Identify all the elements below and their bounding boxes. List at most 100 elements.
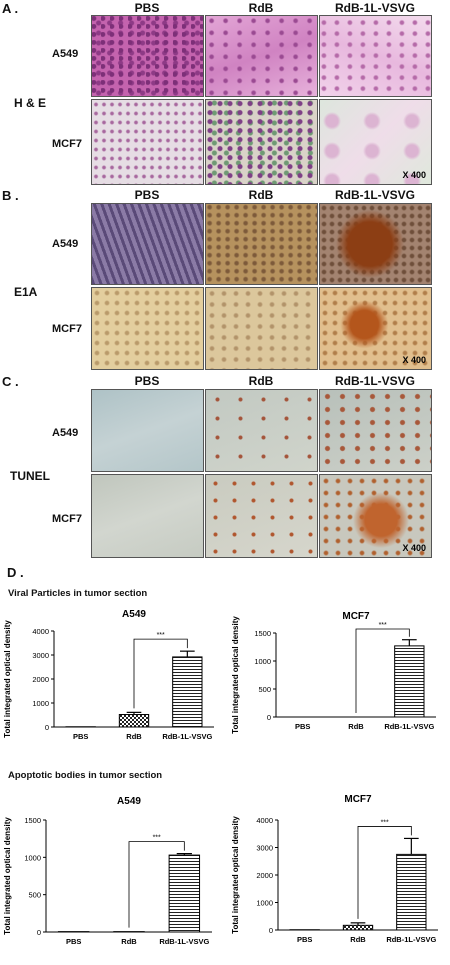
micrograph-he-a549-pbs <box>91 15 204 97</box>
micrograph-tunel-mcf7-rdb1l: X 400 <box>319 474 432 558</box>
significance-label: *** <box>379 622 387 629</box>
y-tick-label: 1000 <box>32 699 49 708</box>
significance-label: *** <box>153 835 161 842</box>
micrograph-tunel-mcf7-rdb <box>205 474 318 558</box>
micrograph-he-a549-rdb1l <box>319 15 432 97</box>
bar <box>394 645 425 718</box>
significance-label: *** <box>381 819 389 826</box>
x-tick-label: RdB <box>348 722 364 731</box>
significance-label: *** <box>157 632 165 639</box>
y-axis-label: Total integrated optical density <box>231 616 240 734</box>
micrograph-e1a-a549-rdb1l <box>319 203 432 285</box>
micrograph-he-a549-rdb <box>205 15 318 97</box>
y-tick-label: 4000 <box>256 816 273 825</box>
significance-bracket <box>357 826 412 919</box>
x-tick-label: RdB-1L-VSVG <box>386 935 436 944</box>
panel-a-stain-label: H & E <box>14 96 47 110</box>
micrograph-e1a-mcf7-rdb <box>205 287 318 370</box>
y-tick-label: 1000 <box>24 853 41 862</box>
x-tick-label: PBS <box>295 722 310 731</box>
bar <box>168 854 201 933</box>
panel-a-magnification: X 400 <box>402 170 426 180</box>
panel-c-row-a549: A549 <box>52 427 79 439</box>
y-tick-label: 1500 <box>254 629 271 638</box>
y-tick-label: 500 <box>28 891 41 900</box>
chart-apoptotic-mcf7: MCF7 Total integrated optical density 0 100… <box>231 794 438 944</box>
micrograph-e1a-mcf7-rdb1l: X 400 <box>319 287 432 370</box>
x-tick-label: RdB <box>350 935 366 944</box>
y-tick-label: 1000 <box>254 657 271 666</box>
micrograph-tunel-mcf7-pbs <box>91 474 204 558</box>
micrograph-he-mcf7-rdb <box>205 99 318 185</box>
y-axis-label: Total integrated optical density <box>3 817 12 935</box>
panel-b-col-rdb: RdB <box>248 188 274 202</box>
panel-c-col-pbs: PBS <box>134 374 160 388</box>
panel-a-col-rdb1l: RdB-1L-VSVG <box>334 1 415 15</box>
panel-b-row-mcf7: MCF7 <box>52 323 82 335</box>
micrograph-he-mcf7-rdb1l: X 400 <box>319 99 432 185</box>
panel-b-letter: B . <box>2 188 19 203</box>
x-tick-label: RdB <box>126 732 142 741</box>
y-tick-label: 1500 <box>24 816 41 825</box>
y-tick-label: 1000 <box>256 899 273 908</box>
y-tick-label: 0 <box>37 928 41 937</box>
panel-c-row-mcf7: MCF7 <box>52 513 82 525</box>
significance-bracket <box>128 841 185 928</box>
chart-apoptotic-a549: A549 Total integrated optical density 0 500… <box>3 796 212 946</box>
panel-b-stain-label: E1A <box>14 285 38 299</box>
y-tick-label: 4000 <box>32 627 49 636</box>
y-tick-label: 0 <box>267 713 271 722</box>
chart-title: MCF7 <box>342 611 370 622</box>
section-apoptotic-bodies-title: Apoptotic bodies in tumor section <box>8 770 163 781</box>
bar <box>172 656 203 728</box>
panel-b-magnification: X 400 <box>402 355 426 365</box>
significance-bracket <box>133 638 188 709</box>
x-tick-label: PBS <box>66 937 81 946</box>
chart-viral-mcf7: MCF7 Total integrated optical density 0 500… <box>231 611 436 734</box>
chart-title: MCF7 <box>344 794 372 805</box>
panel-a-col-rdb: RdB <box>248 1 274 15</box>
x-tick-label: PBS <box>73 732 88 741</box>
x-tick-label: RdB-1L-VSVG <box>162 732 212 741</box>
section-viral-particles-title: Viral Particles in tumor section <box>8 588 148 599</box>
y-axis-label: Total integrated optical density <box>3 620 12 738</box>
micrograph-e1a-a549-pbs <box>91 203 204 285</box>
panel-b-col-rdb1l: RdB-1L-VSVG <box>334 188 415 202</box>
micrograph-tunel-a549-rdb1l <box>319 389 432 472</box>
panel-a-row-a549: A549 <box>52 48 79 60</box>
x-tick-label: RdB-1L-VSVG <box>384 722 434 731</box>
y-tick-label: 0 <box>269 926 273 935</box>
chart-title: A549 <box>122 609 146 620</box>
panel-c-col-rdb1l: RdB-1L-VSVG <box>334 374 415 388</box>
bar <box>118 714 150 728</box>
x-tick-label: RdB <box>121 937 137 946</box>
y-tick-label: 500 <box>258 685 271 694</box>
chart-viral-a549: A549 Total integrated optical density 0 100… <box>3 609 214 741</box>
panel-a-row-mcf7: MCF7 <box>52 138 82 150</box>
bar <box>342 924 374 931</box>
x-tick-label: RdB-1L-VSVG <box>159 937 209 946</box>
y-axis-label: Total integrated optical density <box>231 816 240 934</box>
y-tick-label: 0 <box>45 723 49 732</box>
micrograph-he-mcf7-pbs <box>91 99 204 185</box>
micrograph-tunel-a549-pbs <box>91 389 204 472</box>
y-tick-label: 3000 <box>32 651 49 660</box>
micrograph-tunel-a549-rdb <box>205 389 318 472</box>
panel-a-col-pbs: PBS <box>134 1 160 15</box>
chart-title: A549 <box>117 796 141 807</box>
micrograph-e1a-mcf7-pbs <box>91 287 204 370</box>
y-tick-label: 2000 <box>256 871 273 880</box>
x-tick-label: PBS <box>297 935 312 944</box>
y-tick-label: 2000 <box>32 675 49 684</box>
significance-bracket <box>355 628 410 713</box>
panel-a-letter: A . <box>2 1 19 16</box>
panel-c-letter: C . <box>2 374 19 389</box>
panel-d-letter: D . <box>7 565 24 580</box>
panel-c-col-rdb: RdB <box>248 374 274 388</box>
panel-b-row-a549: A549 <box>52 238 79 250</box>
bar <box>396 853 427 931</box>
y-tick-label: 3000 <box>256 844 273 853</box>
panel-b-col-pbs: PBS <box>134 188 160 202</box>
panel-c-magnification: X 400 <box>402 543 426 553</box>
panel-c-stain-label: TUNEL <box>10 469 50 483</box>
